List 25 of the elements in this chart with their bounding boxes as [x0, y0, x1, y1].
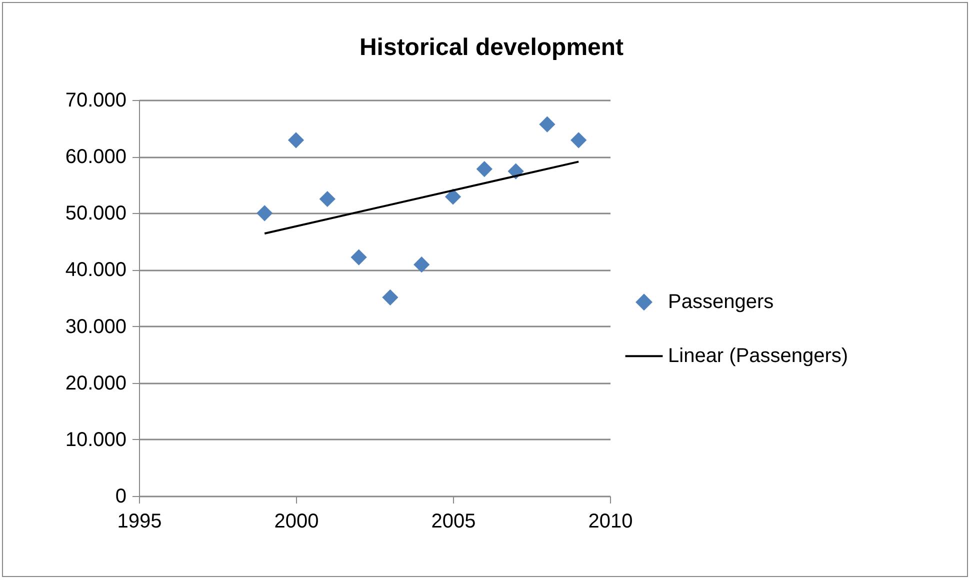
point — [444, 188, 462, 205]
y-tick-label: 40.000 — [65, 259, 126, 282]
chart-title: Historical development — [359, 34, 624, 61]
point — [256, 205, 273, 222]
legend-label: Passengers — [668, 291, 774, 314]
y-tick-label: 0 — [115, 486, 126, 508]
y-tick-label: 50.000 — [65, 202, 126, 225]
x-tick-label: 2010 — [588, 510, 633, 532]
point — [539, 116, 556, 132]
y-tick-label: 60.000 — [65, 146, 126, 168]
point — [382, 289, 398, 306]
point — [350, 249, 367, 266]
point — [414, 256, 430, 273]
x-tick-label: 2000 — [274, 510, 319, 532]
y-tick-label: 20.000 — [65, 372, 126, 394]
x-tick-label: 1995 — [117, 510, 162, 532]
legend-label: Linear (Passengers) — [668, 345, 848, 368]
y-tick-label: 10.000 — [65, 428, 126, 451]
point — [476, 160, 492, 178]
x-tick-label: 2005 — [431, 510, 476, 532]
y-tick-label: 30.000 — [65, 316, 126, 338]
point — [319, 190, 336, 208]
point — [288, 132, 304, 148]
point — [570, 132, 587, 148]
y-tick-label: 70.000 — [65, 90, 126, 112]
